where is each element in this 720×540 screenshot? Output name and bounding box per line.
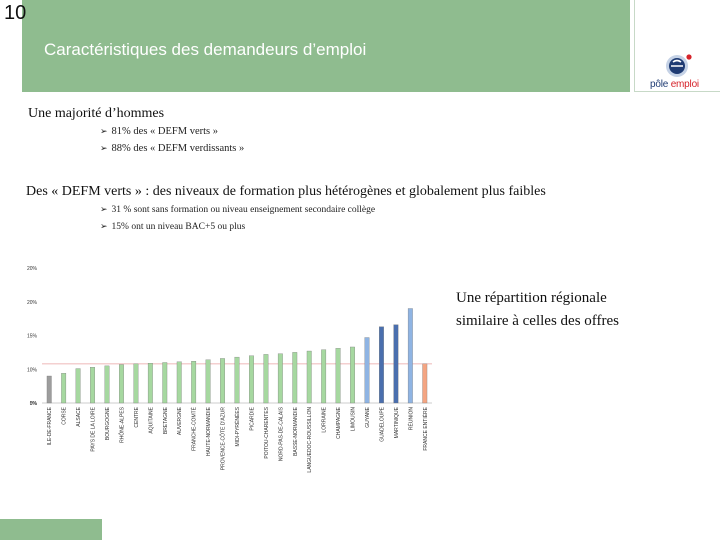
list-item: ➢ 88% des « DEFM verdissants » bbox=[100, 143, 245, 154]
bar-9 bbox=[162, 362, 168, 404]
x-tick-label: AQUITAINE bbox=[148, 406, 154, 433]
x-tick-label: ALSACE bbox=[76, 406, 82, 426]
pole-emploi-logo-icon bbox=[666, 54, 692, 77]
x-tick-label: CENTRE bbox=[134, 406, 140, 427]
arrow-bullet-icon: ➢ bbox=[100, 144, 108, 154]
x-tick-label: LANGUEDOC-ROUSSILLON bbox=[307, 407, 313, 473]
logo-panel: pôle emploi bbox=[634, 0, 720, 96]
y-tick-label: 10% bbox=[27, 367, 38, 373]
bar-5 bbox=[104, 365, 110, 404]
bar-2 bbox=[61, 373, 67, 404]
header-band bbox=[22, 0, 630, 92]
x-tick-label: PAYS DE LA LOIRE bbox=[91, 406, 97, 451]
x-tick-label: AUVERGNE bbox=[177, 406, 183, 435]
annotation-line: similaire à celles des offres bbox=[456, 313, 619, 329]
bar-26 bbox=[407, 308, 413, 404]
bar-20 bbox=[321, 349, 327, 404]
bar-6 bbox=[119, 364, 124, 404]
x-tick-label: POITOU-CHARENTES bbox=[264, 406, 270, 458]
page-number-band bbox=[0, 519, 102, 540]
bar-7 bbox=[133, 363, 139, 404]
bar-17 bbox=[277, 353, 283, 404]
arrow-bullet-icon: ➢ bbox=[100, 205, 108, 215]
list-item: ➢ 15% ont un niveau BAC+5 ou plus bbox=[100, 222, 246, 232]
bar-23 bbox=[364, 337, 370, 404]
bar-27 bbox=[422, 363, 428, 404]
bar-3 bbox=[75, 368, 81, 404]
bar-24 bbox=[379, 326, 384, 404]
y-tick-label: 5% bbox=[30, 401, 38, 407]
section2-title: Des « DEFM verts » : des niveaux de form… bbox=[26, 184, 546, 199]
page-number: 10 bbox=[4, 2, 27, 24]
y-tick-label: 0% bbox=[30, 401, 38, 407]
x-tick-label: MIDI-PYRÉNÉES bbox=[234, 406, 241, 446]
x-tick-label: PROVENCE-CÔTE D'AZUR bbox=[220, 407, 227, 471]
y-tick-label: 15% bbox=[27, 334, 38, 340]
bar-25 bbox=[393, 324, 399, 404]
x-tick-label: BOURGOGNE bbox=[105, 406, 111, 440]
bar-13 bbox=[220, 358, 225, 404]
chart-annotation: Une répartition régionale similaire à ce… bbox=[456, 287, 696, 333]
bar-15 bbox=[249, 355, 254, 404]
bar-10 bbox=[176, 361, 182, 404]
x-tick-label: RHÔNE-ALPES bbox=[118, 406, 125, 443]
section1-title: Une majorité d’hommes bbox=[28, 106, 165, 121]
logo-wordmark: pôle emploi bbox=[650, 79, 699, 90]
x-tick-label: BRETAGNE bbox=[163, 406, 169, 434]
y-tick-label: 20% bbox=[27, 266, 38, 272]
x-tick-label: PICARDIE bbox=[249, 406, 255, 430]
list-item: ➢ 81% des « DEFM verts » bbox=[100, 126, 218, 137]
x-tick-label: FRANCHE-COMTÉ bbox=[191, 406, 198, 451]
arrow-bullet-icon: ➢ bbox=[100, 127, 108, 137]
bar-11 bbox=[191, 361, 197, 404]
y-tick-label: 20% bbox=[27, 300, 38, 306]
x-tick-label: FRANCE ENTIÈRE bbox=[422, 406, 429, 450]
bar-8 bbox=[147, 363, 153, 404]
bar-22 bbox=[350, 346, 355, 404]
list-item: ➢ 31 % sont sans formation ou niveau ense… bbox=[100, 205, 376, 215]
bar-19 bbox=[306, 350, 312, 404]
x-tick-label: LORRAINE bbox=[322, 406, 328, 432]
x-tick-label: GUYANE bbox=[365, 406, 371, 427]
arrow-bullet-icon: ➢ bbox=[100, 222, 108, 232]
annotation-line: Une répartition régionale bbox=[456, 290, 607, 306]
bar-14 bbox=[234, 356, 240, 404]
bar-1 bbox=[46, 375, 52, 404]
x-tick-label: RÉUNION bbox=[407, 407, 414, 430]
logo-brand-part1: pôle bbox=[650, 79, 669, 90]
x-tick-label: LIMOUSIN bbox=[351, 407, 357, 432]
page-title: Caractéristiques des demandeurs d’emploi bbox=[44, 40, 367, 59]
bar-21 bbox=[335, 348, 341, 404]
x-tick-label: MARTINIQUE bbox=[394, 406, 400, 438]
logo-frame bbox=[634, 0, 720, 92]
regional-bar-chart: 20% 20% 15% 10% 5%0% ILE-DE-FRANCE CORSE ALSACE… bbox=[27, 266, 432, 473]
bar-4 bbox=[90, 367, 95, 404]
x-tick-label: NORD-PAS-DE-CALAIS bbox=[278, 406, 284, 461]
x-tick-label: CHAMPAGNE bbox=[336, 406, 342, 439]
x-tick-label: ILE-DE-FRANCE bbox=[47, 406, 53, 445]
x-tick-label: GUADELOUPE bbox=[379, 406, 385, 441]
logo-brand-part2: emploi bbox=[668, 79, 699, 90]
x-tick-label: CORSE bbox=[62, 406, 68, 424]
x-tick-label: BASSE-NORMANDIE bbox=[293, 406, 299, 456]
bar-16 bbox=[263, 354, 269, 404]
x-tick-label: HAUTE-NORMANDIE bbox=[206, 406, 212, 456]
bar-12 bbox=[205, 359, 211, 404]
bar-18 bbox=[292, 352, 298, 404]
